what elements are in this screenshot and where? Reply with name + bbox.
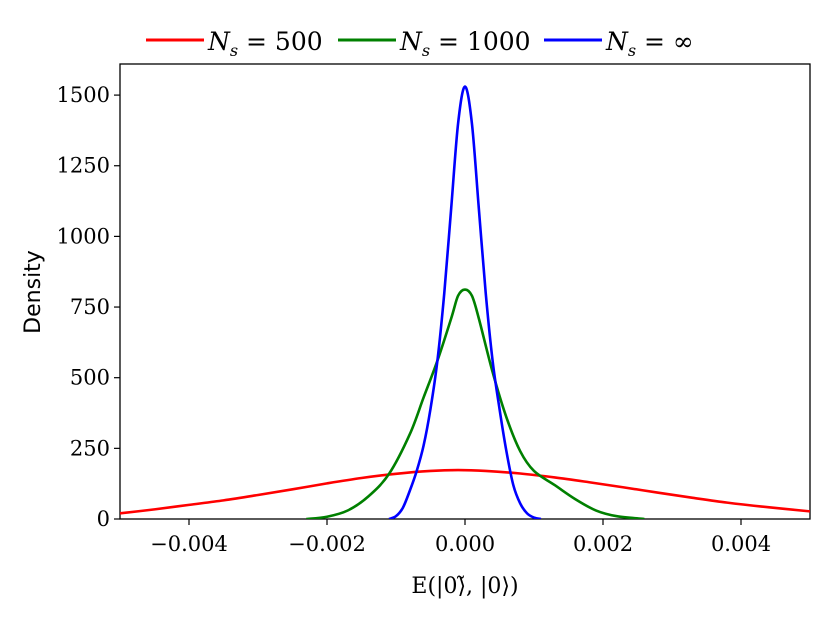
legend-label-ns-inf: Ns = ∞	[605, 27, 694, 60]
y-tick-label: 500	[70, 366, 110, 390]
legend-label-ns-1000: Ns = 1000	[399, 27, 531, 60]
y-tick-label: 1500	[57, 83, 110, 107]
x-tick-label: 0.004	[711, 532, 771, 556]
series-line-ns-1000	[306, 288, 645, 519]
plot-frame	[119, 63, 811, 520]
y-axis-label: Density	[21, 250, 46, 334]
axis-ticks: −0.004 −0.002 0.000 0.002 0.004 0 250 500 750 100…	[57, 83, 772, 556]
x-tick-label: −0.002	[288, 532, 366, 556]
x-tick-label: 0.002	[573, 532, 633, 556]
series-lines	[120, 85, 810, 519]
legend: Ns = 500 Ns = 1000 Ns = ∞	[146, 27, 694, 60]
legend-entry-ns-inf: Ns = ∞	[544, 27, 694, 60]
x-axis-label: E(|0⟩̃, |0⟩)	[411, 574, 518, 599]
legend-entry-ns-1000: Ns = 1000	[338, 27, 531, 60]
y-tick-label: 0	[97, 507, 110, 531]
legend-label-ns-500: Ns = 500	[207, 27, 323, 60]
y-tick-label: 750	[70, 295, 110, 319]
series-line-ns-500	[120, 468, 810, 515]
y-tick-label: 1000	[57, 224, 110, 248]
legend-entry-ns-500: Ns = 500	[146, 27, 323, 60]
x-tick-label: −0.004	[150, 532, 228, 556]
series-line-ns-inf	[388, 85, 542, 519]
x-tick-label: 0.000	[435, 532, 495, 556]
y-tick-label: 1250	[57, 154, 110, 178]
y-tick-label: 250	[70, 436, 110, 460]
